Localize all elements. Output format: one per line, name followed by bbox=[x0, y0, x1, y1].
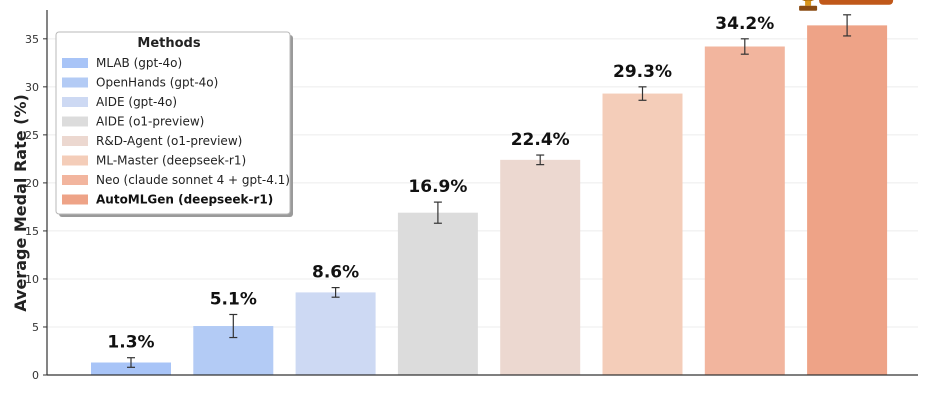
error-bar bbox=[638, 86, 647, 101]
bar bbox=[602, 93, 683, 375]
y-tick-label: 30 bbox=[25, 81, 39, 94]
bar bbox=[704, 46, 785, 375]
legend-label: AIDE (gpt-4o) bbox=[96, 95, 177, 109]
bar-value-label: 16.9% bbox=[408, 177, 467, 197]
y-tick-label: 10 bbox=[25, 273, 39, 286]
legend-swatch bbox=[62, 136, 88, 146]
bar bbox=[807, 25, 888, 376]
legend-swatch bbox=[62, 58, 88, 68]
error-bar bbox=[331, 286, 340, 298]
trophy-icon bbox=[799, 0, 818, 11]
legend-label: AIDE (o1-preview) bbox=[96, 115, 204, 129]
legend-label: OpenHands (gpt-4o) bbox=[96, 76, 218, 90]
y-tick-label: 20 bbox=[25, 177, 39, 190]
legend-label: Neo (claude sonnet 4 + gpt-4.1) bbox=[96, 173, 290, 187]
axes: 0 5 10 15 20 25 30 35 bbox=[25, 10, 918, 382]
legend-item: AutoMLGen (deepseek-r1) bbox=[62, 193, 273, 207]
bar-value-label: 29.3% bbox=[613, 62, 672, 82]
legend-label: AutoMLGen (deepseek-r1) bbox=[96, 193, 273, 207]
bar-value-label: 36.4% bbox=[833, 0, 882, 2]
value-labels: 1.3% 5.1% 8.6% 16.9% 22.4% 29.3% 34.2% 36.4% bbox=[107, 0, 894, 353]
best-result-badge: 36.4% bbox=[819, 0, 894, 5]
bar bbox=[91, 362, 171, 375]
error-bar bbox=[229, 313, 238, 339]
legend: Methods MLAB (gpt-4o) OpenHands (gpt-4o) AI… bbox=[55, 31, 293, 217]
error-bar bbox=[740, 38, 749, 55]
error-bar bbox=[433, 201, 442, 224]
legend-item: AIDE (o1-preview) bbox=[62, 115, 204, 129]
legend-title: Methods bbox=[137, 36, 200, 51]
legend-item: MLAB (gpt-4o) bbox=[62, 56, 182, 70]
bar-value-label: 1.3% bbox=[107, 333, 154, 353]
legend-item: R&D-Agent (o1-preview) bbox=[62, 134, 242, 148]
legend-swatch bbox=[62, 155, 88, 166]
y-tick-label: 35 bbox=[25, 33, 39, 46]
bar bbox=[295, 292, 376, 375]
legend-swatch bbox=[62, 97, 88, 107]
error-bar bbox=[843, 14, 852, 37]
y-tick-label: 5 bbox=[32, 321, 39, 334]
bars bbox=[91, 14, 888, 376]
error-bar bbox=[127, 357, 135, 368]
legend-label: ML-Master (deepseek-r1) bbox=[96, 154, 246, 168]
bar bbox=[397, 212, 478, 375]
legend-item: Neo (claude sonnet 4 + gpt-4.1) bbox=[62, 173, 290, 187]
bar bbox=[500, 159, 581, 375]
legend-label: MLAB (gpt-4o) bbox=[96, 56, 182, 70]
y-tick-label: 25 bbox=[25, 129, 39, 142]
legend-box bbox=[55, 31, 291, 215]
error-bar bbox=[536, 154, 545, 166]
legend-item: AIDE (gpt-4o) bbox=[62, 95, 177, 109]
y-tick-label: 15 bbox=[25, 225, 39, 238]
legend-item: OpenHands (gpt-4o) bbox=[62, 76, 218, 90]
bar-value-label: 22.4% bbox=[511, 130, 570, 150]
y-axis-label: Average Medal Rate (%) bbox=[11, 94, 30, 312]
bar-value-label: 8.6% bbox=[312, 263, 359, 283]
legend-swatch bbox=[62, 194, 88, 205]
y-tick-label: 0 bbox=[32, 369, 39, 382]
legend-item: ML-Master (deepseek-r1) bbox=[62, 154, 246, 168]
legend-swatch bbox=[62, 77, 88, 88]
bar-value-label: 34.2% bbox=[715, 14, 774, 34]
legend-label: R&D-Agent (o1-preview) bbox=[96, 134, 242, 148]
legend-swatch bbox=[62, 116, 88, 127]
bar-value-label: 5.1% bbox=[210, 289, 257, 309]
legend-swatch bbox=[62, 175, 88, 185]
